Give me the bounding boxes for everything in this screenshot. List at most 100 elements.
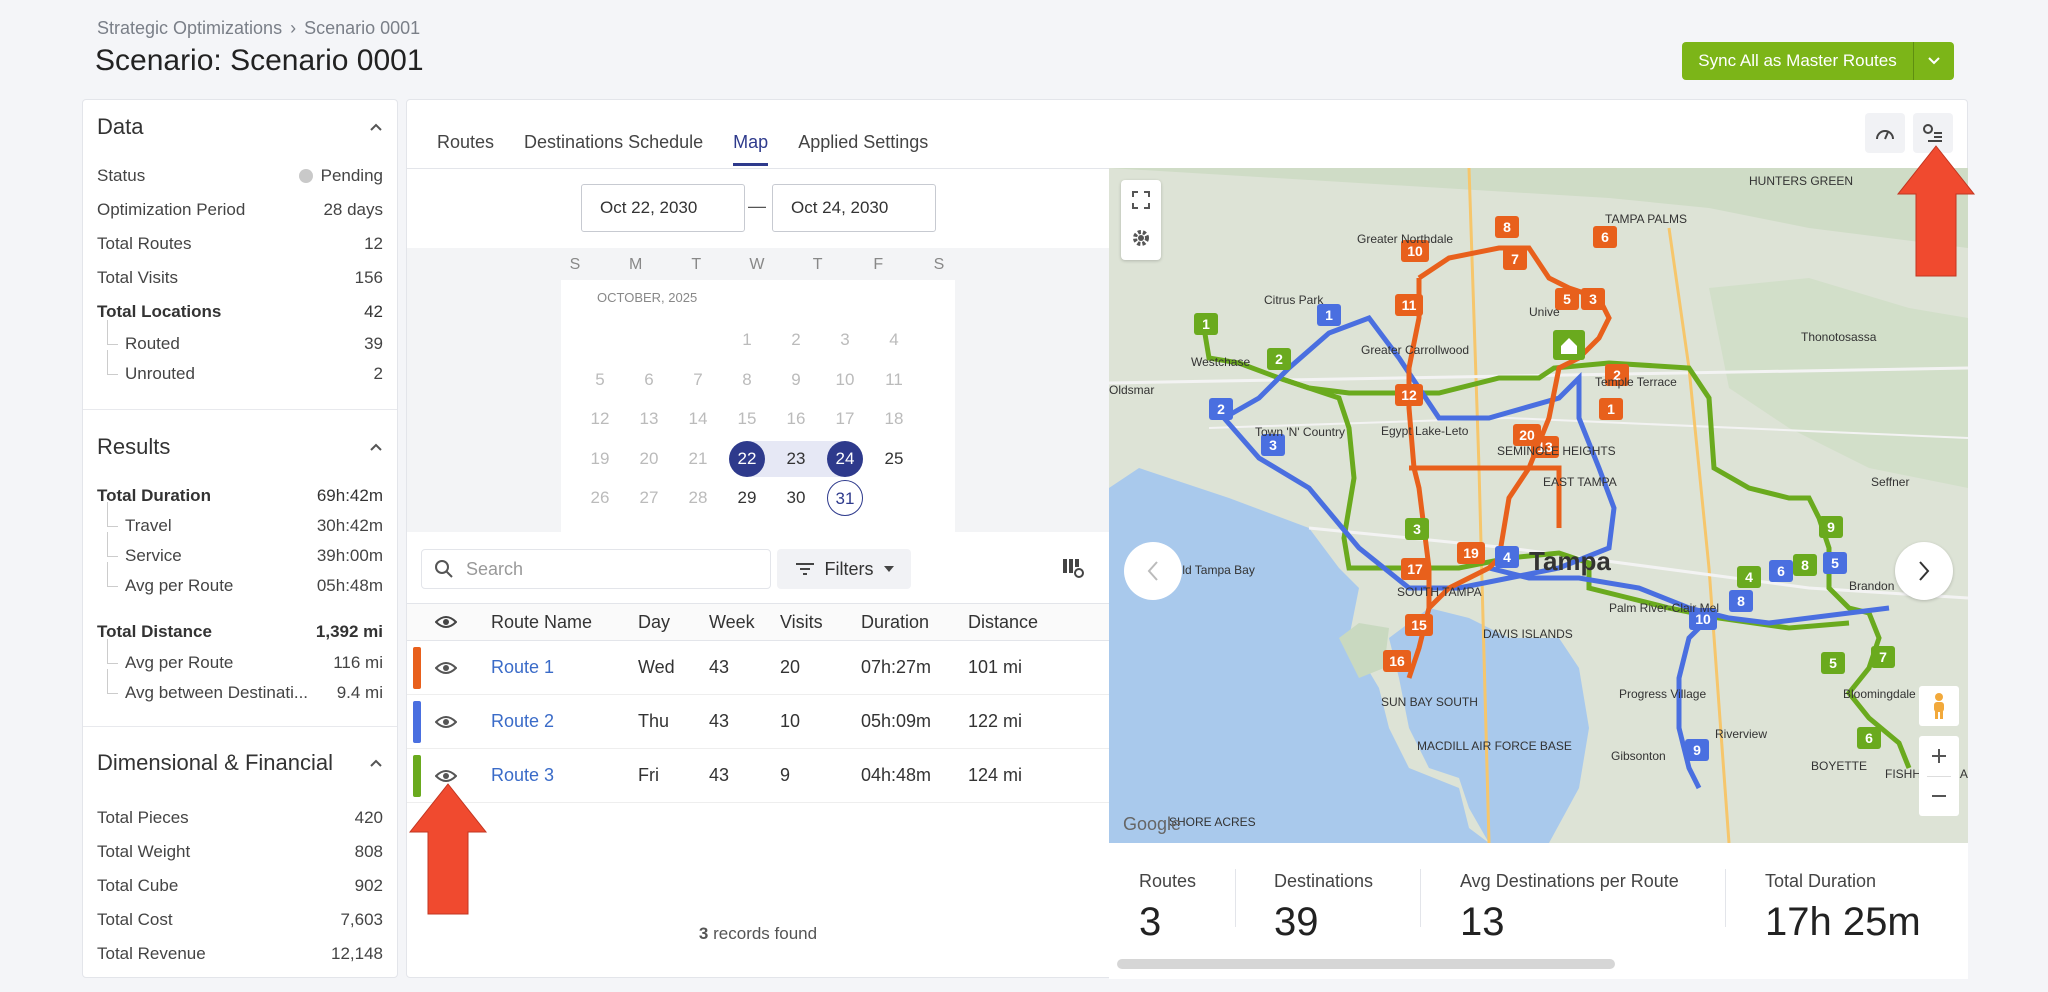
calendar-day[interactable]: 9 <box>791 370 801 389</box>
table-row[interactable]: Route 1 Wed 43 20 07h:27m 101 mi <box>407 641 1109 695</box>
map-canvas[interactable]: 1 2 3 4 5 6 7 8 9 1 2 3 4 5 6 8 9 10 1 2 <box>1109 168 1968 843</box>
cube-row: Total Cube 902 <box>83 876 397 896</box>
avg-distance-row: Avg per Route 116 mi <box>83 639 397 673</box>
end-date-input[interactable]: Oct 24, 2030 <box>772 184 936 232</box>
calendar-day[interactable]: 27 <box>639 488 659 507</box>
calendar-day[interactable]: 31 <box>827 480 863 516</box>
avg-distance-label: Avg per Route <box>125 653 234 672</box>
service-value: 39h:00m <box>316 546 383 565</box>
visibility-column-header[interactable] <box>435 604 457 640</box>
calendar-day[interactable]: 16 <box>786 409 806 428</box>
route-name-link[interactable]: Route 1 <box>491 657 555 677</box>
route-name-column-header[interactable]: Route Name <box>491 611 593 632</box>
data-section-header[interactable]: Data <box>83 114 397 140</box>
street-view-button[interactable] <box>1919 686 1959 726</box>
calendar-day[interactable]: 19 <box>590 449 610 468</box>
calendar-day[interactable]: 22 <box>729 441 765 477</box>
route-visibility-toggle[interactable] <box>435 749 457 802</box>
route-day: Thu <box>638 711 670 731</box>
tab-applied-settings[interactable]: Applied Settings <box>798 132 929 152</box>
speedometer-button[interactable] <box>1865 113 1905 153</box>
filters-button[interactable]: Filters <box>777 549 911 589</box>
route-distance: 122 mi <box>968 711 1023 731</box>
calendar-day[interactable]: 4 <box>889 330 899 349</box>
calendar-day[interactable]: 23 <box>786 449 806 468</box>
route-visibility-toggle[interactable] <box>435 641 457 694</box>
pieces-value: 420 <box>354 808 383 827</box>
map-label: Town 'N' Country <box>1255 425 1345 439</box>
calendar-grid: OCTOBER, 2025 1 2 3 4 5 6 7 8 9 10 11 12 13 14 15 16 17 1… <box>561 280 955 532</box>
route-day: Wed <box>638 657 675 677</box>
start-date-input[interactable]: Oct 22, 2030 <box>581 184 745 232</box>
calendar-day[interactable]: 3 <box>840 330 850 349</box>
calendar-day[interactable]: 13 <box>639 409 659 428</box>
map-label: Greater Northdale <box>1357 232 1453 246</box>
tab-routes[interactable]: Routes <box>437 132 495 152</box>
calendar-day[interactable]: 29 <box>737 488 757 507</box>
table-row[interactable]: Route 2 Thu 43 10 05h:09m 122 mi <box>407 695 1109 749</box>
breadcrumb-parent[interactable]: Strategic Optimizations <box>97 18 283 38</box>
route-visibility-toggle[interactable] <box>435 695 457 748</box>
travel-row: Travel 30h:42m <box>83 502 397 536</box>
total-visits-value: 156 <box>354 268 383 287</box>
dimensional-section-header[interactable]: Dimensional & Financial <box>83 750 397 776</box>
svg-text:1: 1 <box>1607 401 1615 417</box>
column-settings-button[interactable] <box>1061 556 1085 585</box>
calendar-day[interactable]: 1 <box>742 330 752 349</box>
search-input[interactable]: Search <box>421 549 771 589</box>
unrouted-row: Unrouted 2 <box>83 350 397 384</box>
records-count: 3 records found <box>407 924 1109 944</box>
calendar-day[interactable]: 7 <box>693 370 703 389</box>
results-section-header[interactable]: Results <box>83 434 397 460</box>
horizontal-scrollbar[interactable] <box>1117 959 1615 969</box>
calendar-day[interactable]: 2 <box>791 330 801 349</box>
calendar-day[interactable]: 11 <box>885 370 903 389</box>
visits-column-header[interactable]: Visits <box>780 611 823 632</box>
tab-map[interactable]: Map <box>733 132 769 166</box>
calendar-day[interactable]: 5 <box>595 370 605 389</box>
calendar-day[interactable]: 28 <box>688 488 708 507</box>
map-settings-button[interactable] <box>1131 228 1151 253</box>
calendar-day[interactable]: 14 <box>688 409 708 428</box>
calendar-day[interactable]: 15 <box>737 409 757 428</box>
route-name-link[interactable]: Route 2 <box>491 711 555 731</box>
tab-destinations-schedule[interactable]: Destinations Schedule <box>524 132 704 152</box>
duration-column-header[interactable]: Duration <box>861 611 930 632</box>
calendar-day[interactable]: 30 <box>786 488 806 507</box>
route-name-link[interactable]: Route 3 <box>491 765 555 785</box>
map-legend-button[interactable] <box>1913 113 1953 153</box>
calendar-day[interactable]: 26 <box>590 488 610 507</box>
period-value: 28 days <box>323 200 383 219</box>
calendar-day[interactable]: 10 <box>835 370 855 389</box>
day-column-header[interactable]: Day <box>638 611 671 632</box>
chevron-up-icon <box>370 759 382 767</box>
map-label: Oldsmar <box>1109 383 1154 397</box>
calendar-day[interactable]: 8 <box>742 370 752 389</box>
total-routes-value: 12 <box>364 234 383 253</box>
calendar-day[interactable]: 17 <box>835 409 855 428</box>
map-next-button[interactable] <box>1895 542 1953 600</box>
svg-text:20: 20 <box>1519 427 1535 443</box>
routed-label: Routed <box>125 334 180 353</box>
sync-all-button[interactable]: Sync All as Master Routes <box>1682 42 1914 80</box>
map-prev-button[interactable] <box>1124 542 1182 600</box>
calendar-day[interactable]: 20 <box>639 449 659 468</box>
zoom-in-button[interactable] <box>1919 736 1959 776</box>
calendar-day[interactable]: 6 <box>644 370 654 389</box>
sync-dropdown-button[interactable] <box>1914 42 1954 80</box>
calendar-day[interactable]: 24 <box>827 441 863 477</box>
distance-column-header[interactable]: Distance <box>968 611 1039 632</box>
route-map[interactable]: 1 2 3 4 5 6 7 8 9 1 2 3 4 5 6 8 9 10 1 2 <box>1109 168 1968 843</box>
table-row[interactable]: Route 3 Fri 43 9 04h:48m 124 mi <box>407 749 1109 803</box>
calendar-day[interactable]: 18 <box>884 409 904 428</box>
map-label: TAMPA PALMS <box>1605 212 1687 226</box>
fullscreen-button[interactable] <box>1131 190 1151 215</box>
calendar-day[interactable]: 25 <box>884 449 904 468</box>
zoom-out-button[interactable] <box>1919 776 1959 816</box>
week-column-header[interactable]: Week <box>709 611 755 632</box>
calendar-day[interactable]: 12 <box>590 409 610 428</box>
results-section-title: Results <box>97 434 171 459</box>
status-badge: Pending <box>298 166 383 186</box>
calendar-day[interactable]: 21 <box>688 449 708 468</box>
calendar-weekdays: S M T W T F S <box>557 256 957 274</box>
